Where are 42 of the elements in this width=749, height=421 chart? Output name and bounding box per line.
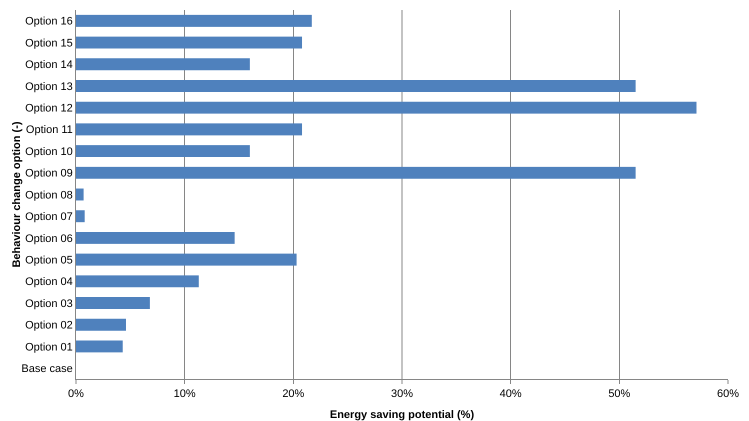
y-tick-label: Option 06 bbox=[25, 232, 73, 245]
y-tick-label: Option 13 bbox=[25, 80, 73, 93]
x-tick-label: 20% bbox=[282, 388, 305, 400]
bar bbox=[76, 14, 312, 27]
y-axis-title: Behaviour change option (-) bbox=[11, 121, 24, 268]
y-tick-label: Option 08 bbox=[25, 189, 73, 202]
x-tick-label: 10% bbox=[174, 388, 196, 400]
bar bbox=[76, 254, 297, 266]
y-tick-label: Option 03 bbox=[25, 298, 73, 310]
bar bbox=[76, 80, 636, 92]
y-tick-label: Option 05 bbox=[25, 254, 73, 266]
y-tick-label: Option 07 bbox=[25, 211, 73, 224]
bar bbox=[76, 188, 84, 200]
bar bbox=[76, 318, 126, 331]
y-tick-label: Option 11 bbox=[26, 124, 73, 136]
x-tick-label: 50% bbox=[608, 388, 631, 400]
y-tick-label: Option 02 bbox=[25, 320, 73, 332]
y-tick-label: Option 16 bbox=[25, 16, 73, 28]
y-tick-label: Option 10 bbox=[25, 146, 73, 158]
y-tick-label: Option 15 bbox=[25, 37, 73, 50]
x-tick-label: 0% bbox=[68, 388, 84, 400]
bar bbox=[76, 58, 250, 70]
bar bbox=[76, 36, 302, 49]
bar bbox=[76, 210, 85, 222]
x-tick-label: 30% bbox=[390, 388, 414, 400]
y-tick-label: Base case bbox=[21, 363, 73, 375]
x-tick-label: 60% bbox=[716, 388, 740, 400]
x-axis-title: Energy saving potential (%) bbox=[330, 409, 474, 421]
y-tick-label: Option 14 bbox=[25, 59, 73, 72]
y-tick-label: Option 04 bbox=[25, 276, 73, 288]
bar bbox=[76, 123, 302, 136]
y-tick-label: Option 01 bbox=[25, 341, 73, 354]
bar bbox=[76, 102, 696, 114]
bar bbox=[76, 340, 123, 352]
y-tick-label: Option 09 bbox=[25, 168, 73, 180]
bar bbox=[76, 145, 250, 158]
bar bbox=[76, 166, 636, 179]
x-tick-label: 40% bbox=[500, 388, 522, 400]
bar bbox=[76, 232, 235, 244]
bar bbox=[76, 275, 199, 288]
bar bbox=[76, 297, 150, 309]
y-tick-label: Option 12 bbox=[25, 102, 73, 115]
